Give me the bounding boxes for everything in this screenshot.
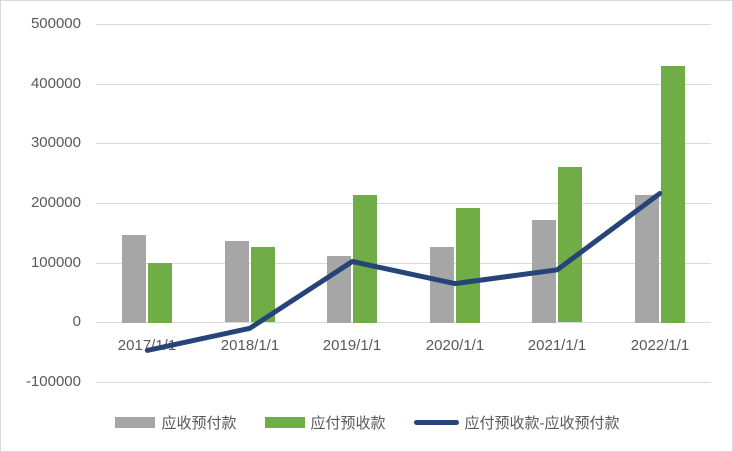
x-axis-label: 2021/1/1 xyxy=(527,337,587,354)
y-axis-tick-label: 0 xyxy=(72,313,81,330)
x-axis-label: 2018/1/1 xyxy=(220,337,280,354)
bar-green xyxy=(661,66,685,323)
y-axis-tick-label: -100000 xyxy=(25,373,81,390)
gray-bar-swatch-icon xyxy=(115,416,156,428)
y-axis-tick-label: 400000 xyxy=(30,75,81,92)
gridline xyxy=(96,84,711,85)
green-bar-swatch-icon xyxy=(264,416,305,428)
gridline xyxy=(96,203,711,204)
x-axis-label: 2020/1/1 xyxy=(425,337,485,354)
gridline xyxy=(96,382,711,383)
legend-item-difference: 应付预收款-应收预付款 xyxy=(413,412,620,433)
gridline xyxy=(96,263,711,264)
bar-gray xyxy=(225,241,249,322)
bar-green xyxy=(456,208,480,323)
y-axis-tick-label: 100000 xyxy=(30,254,81,271)
bar-green xyxy=(251,247,275,322)
bar-gray xyxy=(122,235,146,323)
bar-gray xyxy=(430,247,454,323)
y-axis-tick-label: 200000 xyxy=(30,194,81,211)
legend-label: 应付预收款 xyxy=(310,414,386,432)
x-axis-label: 2022/1/1 xyxy=(630,337,690,354)
x-axis-label: 2017/1/1 xyxy=(117,337,177,354)
bar-green xyxy=(353,195,377,323)
legend: 应收预付款 应付预收款 应付预收款-应收预付款 xyxy=(1,405,732,439)
blue-line-swatch-icon xyxy=(413,419,459,425)
y-axis-tick-label: 300000 xyxy=(30,134,81,151)
bar-gray xyxy=(635,195,659,323)
x-axis-label: 2019/1/1 xyxy=(322,337,382,354)
bar-green xyxy=(148,263,172,323)
bar-green xyxy=(558,167,582,322)
bar-gray xyxy=(327,256,351,323)
y-axis-tick-label: 500000 xyxy=(30,15,81,32)
gridline xyxy=(96,143,711,144)
legend-label: 应收预付款 xyxy=(161,414,237,432)
legend-label: 应付预收款-应收预付款 xyxy=(464,414,620,432)
legend-item-receivable-prepaid: 应收预付款 xyxy=(115,412,237,433)
bar-gray xyxy=(532,220,556,323)
gridline xyxy=(96,24,711,25)
gridline xyxy=(96,322,711,323)
legend-item-payable-received: 应付预收款 xyxy=(264,412,386,433)
